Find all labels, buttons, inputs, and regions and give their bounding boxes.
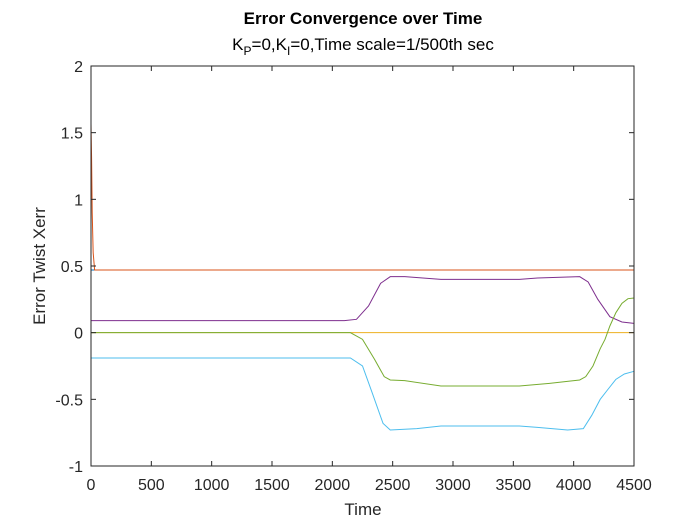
series-line-4 — [91, 276, 635, 324]
x-tick-label: 1500 — [254, 477, 290, 494]
x-tick-label: 3500 — [496, 477, 532, 494]
y-tick-label: 0.5 — [61, 259, 83, 276]
series-line-6 — [91, 357, 635, 431]
x-tick-label: 2000 — [315, 477, 351, 494]
series-line-5 — [91, 297, 635, 387]
x-tick-label: 4500 — [616, 477, 652, 494]
y-tick-label: -0.5 — [55, 392, 83, 409]
x-axis-label: Time — [344, 500, 381, 519]
x-tick-label: 4000 — [556, 477, 592, 494]
x-tick-label: 1000 — [194, 477, 230, 494]
x-tick-label: 0 — [87, 477, 96, 494]
axis-ticks: 0 500 1000 1500 2000 2500 3000 3500 4000 4500 2 1.5… — [55, 59, 651, 494]
chart-subtitle: KP=0,KI=0,Time scale=1/500th sec — [232, 35, 494, 58]
y-axis-label: Error Twist Xerr — [30, 207, 49, 325]
y-tick-label: 2 — [74, 59, 83, 76]
x-tick-label: 2500 — [375, 477, 411, 494]
chart-title: Error Convergence over Time — [244, 9, 483, 28]
x-tick-label: 3000 — [435, 477, 471, 494]
y-tick-label: -1 — [69, 459, 83, 476]
plot-area — [91, 66, 634, 466]
y-tick-label: 0 — [74, 326, 83, 343]
y-tick-label: 1 — [74, 192, 83, 209]
y-tick-label: 1.5 — [61, 126, 83, 143]
x-tick-label: 500 — [138, 477, 165, 494]
